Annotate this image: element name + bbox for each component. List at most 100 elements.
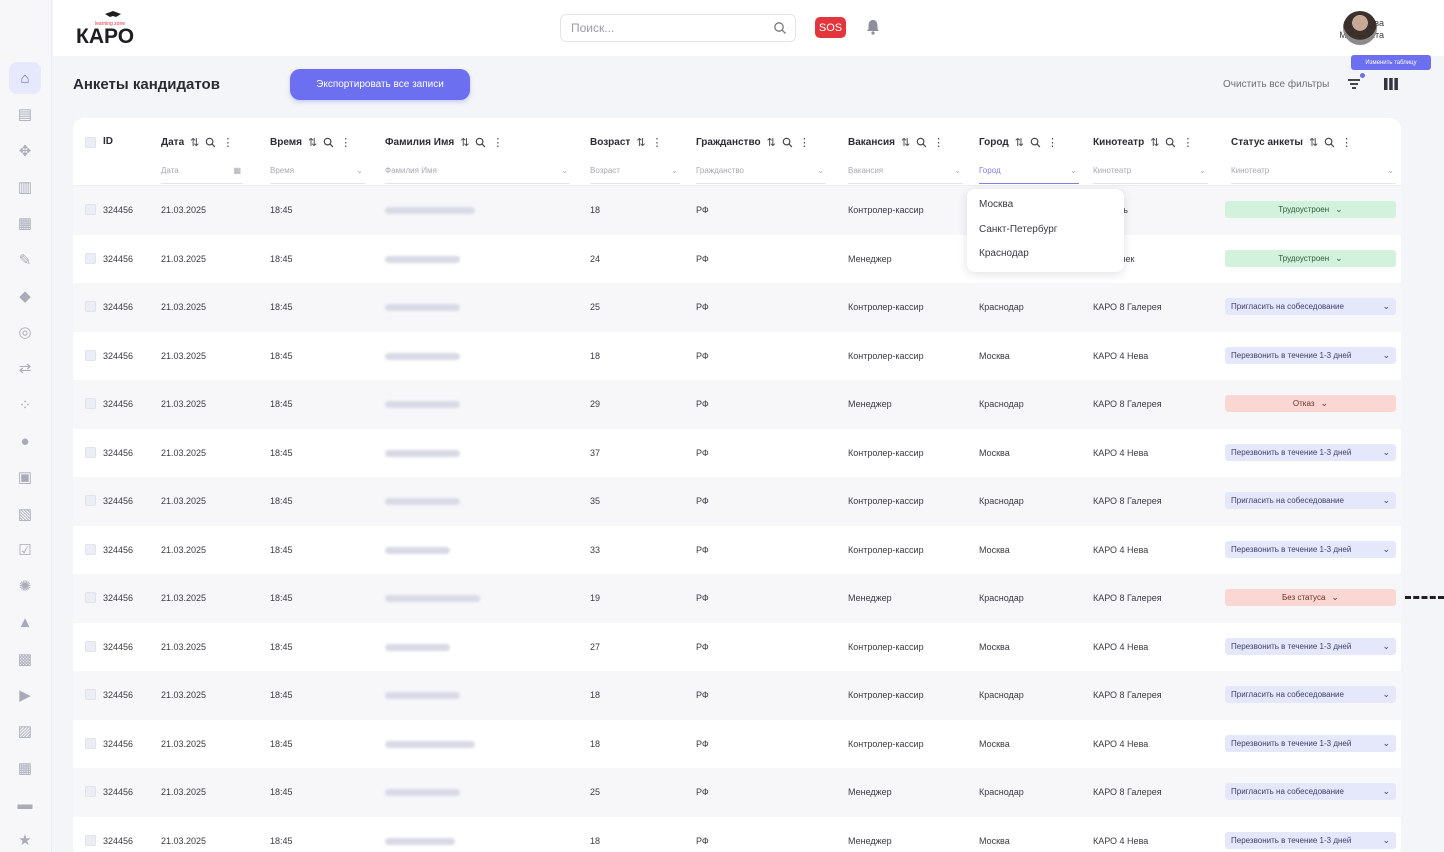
settings-icon[interactable]: ✺ (18, 578, 32, 596)
column-header[interactable]: Дата ⇅ ⋮ (161, 136, 233, 149)
status-select[interactable]: Пригласить на собеседование ⌄ (1225, 783, 1396, 800)
clear-filters-link[interactable]: Очистить все фильтры (1223, 79, 1330, 90)
row-checkbox[interactable] (85, 592, 96, 603)
column-search-icon[interactable] (1324, 137, 1335, 148)
status-select[interactable]: Перезвонить в течение 1-3 дней ⌄ (1225, 831, 1396, 849)
row-checkbox[interactable] (85, 252, 96, 264)
bell-icon[interactable] (865, 18, 881, 36)
education-icon[interactable]: ◆ (19, 287, 31, 305)
org-structure-icon[interactable]: ✥ (18, 142, 32, 160)
search-icon[interactable] (773, 21, 787, 35)
column-filter-input[interactable]: Кинотеатр ⌄ (1093, 166, 1208, 184)
status-select[interactable]: Перезвонить в течение 1-3 дней ⌄ (1225, 637, 1396, 655)
table-row[interactable]: 324456 21.03.2025 18:45 18 РФ Менеджер Москва К… (73, 817, 1401, 852)
team-icon[interactable]: ⁘ (18, 396, 32, 414)
status-select[interactable]: Отказ ⌄ (1225, 395, 1396, 412)
more-options-icon[interactable]: ⋮ (1182, 137, 1194, 149)
column-header[interactable]: Гражданство ⇅ ⋮ (696, 136, 810, 149)
export-all-button[interactable]: Экспортировать все записи (290, 69, 470, 100)
column-filter-input[interactable]: Дата ▦ (161, 166, 243, 184)
row-checkbox[interactable] (85, 786, 96, 797)
like-icon[interactable]: ▲ (17, 614, 33, 631)
more-options-icon[interactable]: ⋮ (798, 137, 810, 149)
row-checkbox[interactable] (85, 301, 96, 312)
status-select[interactable]: Пригласить на собеседование ⌄ (1225, 492, 1396, 509)
column-filter-input[interactable]: Время ⌄ (270, 166, 365, 184)
column-search-icon[interactable] (782, 137, 793, 148)
columns-icon[interactable] (1383, 77, 1399, 91)
table-row[interactable]: 324456 21.03.2025 18:45 27 РФ Контролер-касси… (73, 623, 1401, 672)
more-options-icon[interactable]: ⋮ (492, 137, 504, 149)
video-icon[interactable]: ▶ (19, 687, 31, 705)
avatar[interactable] (1343, 11, 1377, 45)
row-checkbox[interactable] (85, 349, 96, 361)
more-options-icon[interactable]: ⋮ (222, 137, 234, 149)
transfer-icon[interactable]: ⇄ (18, 360, 32, 378)
more-options-icon[interactable]: ⋮ (1046, 137, 1058, 149)
status-select[interactable]: Перезвонить в течение 1-3 дней ⌄ (1225, 734, 1396, 752)
table-row[interactable]: 324456 21.03.2025 18:45 35 РФ Контролер-касси… (73, 477, 1401, 526)
sort-icon[interactable]: ⇅ (1150, 137, 1160, 149)
column-search-icon[interactable] (323, 137, 334, 148)
status-select[interactable]: Трудоустроен ⌄ (1225, 201, 1396, 218)
row-checkbox[interactable] (85, 495, 96, 506)
column-search-icon[interactable] (1165, 137, 1176, 148)
schedule-icon[interactable]: ▦ (17, 759, 33, 777)
row-checkbox[interactable] (85, 204, 96, 215)
table-row[interactable]: 324456 21.03.2025 18:45 18 РФ Контролер-касси… (73, 671, 1401, 720)
column-header[interactable]: Вакансия ⇅ ⋮ (848, 136, 944, 149)
status-select[interactable]: Перезвонить в течение 1-3 дней ⌄ (1225, 346, 1396, 364)
column-search-icon[interactable] (916, 137, 927, 148)
calendar-icon[interactable]: ▨ (17, 723, 33, 741)
sort-icon[interactable]: ⇅ (460, 137, 470, 149)
table-row[interactable]: 324456 21.03.2025 18:45 18 РФ Контролер-касси… (73, 332, 1401, 381)
row-checkbox[interactable] (85, 737, 96, 749)
column-header[interactable]: ID (103, 136, 113, 147)
more-options-icon[interactable]: ⋮ (1341, 137, 1353, 149)
idea-icon[interactable]: ● (20, 432, 30, 450)
sos-button[interactable]: SOS (815, 17, 846, 38)
sort-icon[interactable]: ⇅ (1014, 137, 1024, 149)
book-icon[interactable]: ▥ (17, 178, 33, 196)
id-card-icon[interactable]: ▣ (17, 469, 33, 487)
search-field[interactable] (560, 14, 796, 42)
table-row[interactable]: 324456 21.03.2025 18:45 25 РФ Контролер-касси… (73, 283, 1401, 332)
column-search-icon[interactable] (1030, 137, 1041, 148)
column-filter-input[interactable]: Гражданство ⌄ (696, 166, 826, 184)
filter-icon[interactable] (1347, 77, 1361, 91)
status-select[interactable]: Пригласить на собеседование ⌄ (1225, 298, 1396, 315)
column-header[interactable]: Город ⇅ ⋮ (979, 136, 1058, 149)
karo-logo[interactable]: learning zone КАРО (75, 10, 145, 46)
column-search-icon[interactable] (475, 137, 486, 148)
row-checkbox[interactable] (85, 689, 96, 700)
select-all-checkbox[interactable] (85, 137, 96, 148)
status-select[interactable]: Перезвонить в течение 1-3 дней ⌄ (1225, 443, 1396, 461)
table-row[interactable]: 324456 21.03.2025 18:45 29 РФ Менеджер Краснод… (73, 380, 1401, 429)
city-option[interactable]: Краснодар (979, 248, 1029, 259)
row-checkbox[interactable] (85, 834, 96, 846)
column-filter-input[interactable]: Город ⌄ (979, 166, 1079, 184)
column-header[interactable]: Статус анкеты ⇅ ⋮ (1231, 136, 1352, 149)
column-header[interactable]: Фамилия Имя ⇅ ⋮ (385, 136, 503, 149)
column-filter-input[interactable]: Кинотеатр ⌄ (1231, 166, 1396, 184)
row-checkbox[interactable] (85, 640, 96, 652)
table-row[interactable]: 324456 21.03.2025 18:45 37 РФ Контролер-касси… (73, 429, 1401, 478)
sort-icon[interactable]: ⇅ (636, 137, 646, 149)
checklist-icon[interactable]: ☑ (18, 541, 32, 559)
column-filter-input[interactable]: Фамилия Имя ⌄ (385, 166, 570, 184)
sort-icon[interactable]: ⇅ (1308, 137, 1319, 149)
table-row[interactable]: 324456 21.03.2025 18:45 19 РФ Менеджер Краснод… (73, 574, 1401, 623)
search-input[interactable] (561, 15, 751, 41)
row-checkbox[interactable] (85, 398, 96, 409)
edit-icon[interactable]: ✎ (18, 251, 32, 269)
table-row[interactable]: 324456 21.03.2025 18:45 18 РФ Контролер-касси… (73, 720, 1401, 769)
cinema-icon[interactable]: ▩ (17, 650, 33, 668)
shop-icon[interactable]: ▬ (17, 795, 33, 813)
status-select[interactable]: Перезвонить в течение 1-3 дней ⌄ (1225, 540, 1396, 558)
clipboard-icon[interactable]: ▧ (17, 505, 33, 523)
city-option[interactable]: Санкт-Петербург (979, 223, 1058, 235)
column-header[interactable]: Кинотеатр ⇅ ⋮ (1093, 136, 1193, 149)
library-icon[interactable]: ▦ (17, 215, 33, 233)
table-row[interactable]: 324456 21.03.2025 18:45 33 РФ Контролер-касси… (73, 526, 1401, 575)
